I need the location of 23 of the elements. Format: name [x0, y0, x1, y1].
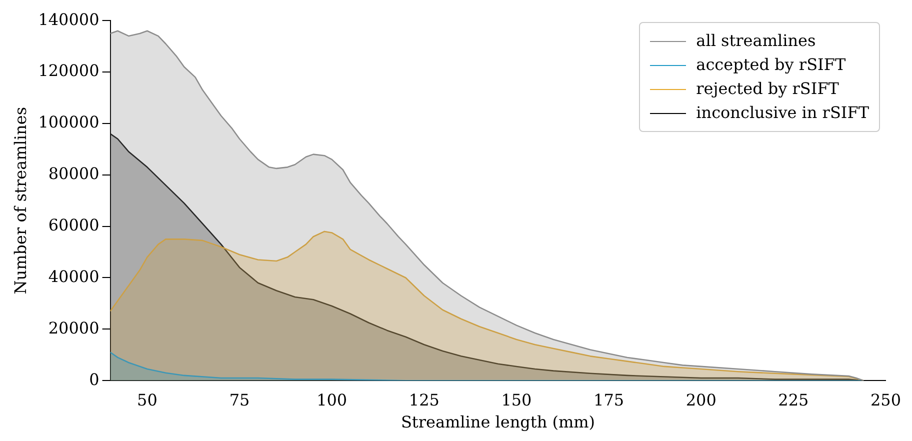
y-axis-title: Number of streamlines	[10, 106, 30, 294]
x-tick-label: 150	[501, 390, 532, 410]
x-tick-label: 100	[316, 390, 348, 410]
y-tick-label: 60000	[48, 215, 100, 234]
y-tick-label: 80000	[48, 164, 100, 184]
x-tick-label: 250	[870, 390, 902, 410]
x-tick-label: 225	[778, 390, 809, 410]
x-tick-label: 125	[408, 390, 440, 410]
y-tick-label: 100000	[38, 112, 100, 132]
legend-label: inconclusive in rSIFT	[696, 102, 869, 124]
x-tick-label: 75	[229, 390, 250, 410]
y-tick-label: 20000	[48, 318, 100, 338]
y-tick-label: 40000	[48, 266, 100, 286]
y-tick-label: 120000	[38, 61, 100, 80]
legend-label: all streamlines	[696, 30, 816, 52]
x-tick-label: 200	[686, 390, 716, 410]
y-tick-label: 140000	[38, 10, 100, 29]
x-tick-label: 50	[137, 390, 158, 410]
legend-label: accepted by rSIFT	[696, 54, 846, 76]
y-tick-label: 0	[89, 370, 100, 389]
x-tick-label: 175	[594, 390, 624, 410]
x-axis-title: Streamline length (mm)	[400, 412, 596, 432]
legend-label: rejected by rSIFT	[696, 78, 839, 100]
